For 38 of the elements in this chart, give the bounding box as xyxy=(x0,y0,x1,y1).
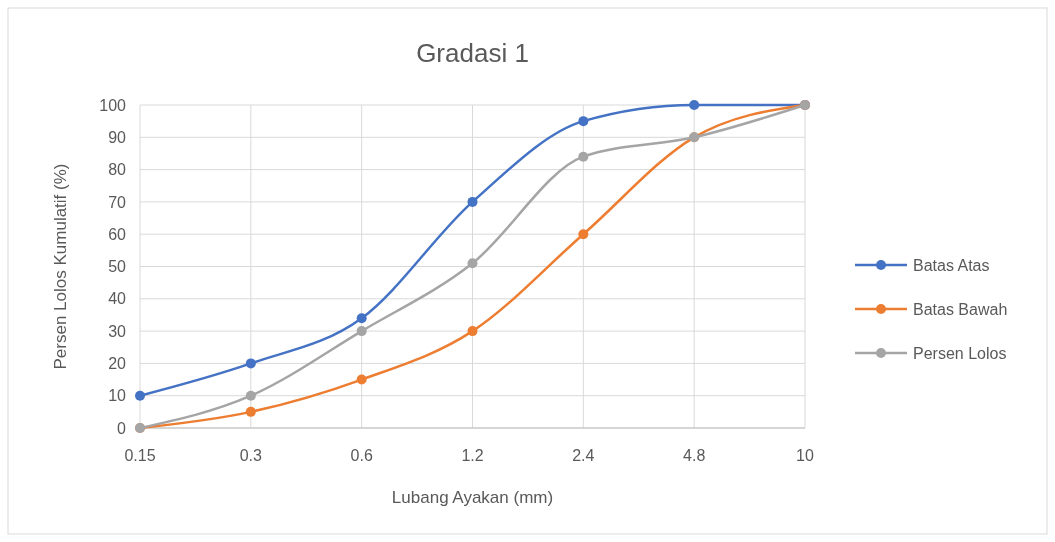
y-tick-label: 70 xyxy=(108,193,127,211)
x-axis-title: Lubang Ayakan (mm) xyxy=(391,488,554,507)
y-tick-label: 10 xyxy=(108,387,127,405)
y-tick-label: 100 xyxy=(99,96,127,114)
point xyxy=(467,196,478,207)
x-tick-label: 1.2 xyxy=(461,447,484,464)
x-tick-label: 0.3 xyxy=(239,447,263,464)
y-tick-label: 40 xyxy=(108,290,127,308)
point xyxy=(135,390,145,401)
legend-label: Batas Atas xyxy=(913,256,990,274)
legend-label: Persen Lolos xyxy=(913,344,1007,362)
x-tick-label: 10 xyxy=(796,447,814,464)
x-tick-label: 0.6 xyxy=(350,447,373,464)
point xyxy=(356,374,367,385)
point xyxy=(467,258,478,269)
chart-title: Gradasi 1 xyxy=(416,38,529,68)
point xyxy=(467,326,478,337)
legend-label: Batas Bawah xyxy=(913,300,1008,318)
y-tick-label: 60 xyxy=(108,225,127,243)
y-tick-label: 20 xyxy=(108,355,127,372)
point xyxy=(356,326,367,337)
y-tick-label: 50 xyxy=(108,258,127,276)
point xyxy=(245,406,256,417)
y-tick-label: 90 xyxy=(108,128,127,146)
point xyxy=(245,390,256,401)
point xyxy=(578,151,589,162)
point xyxy=(245,358,256,369)
y-tick-label: 30 xyxy=(108,322,127,340)
x-tick-label: 2.4 xyxy=(572,447,595,464)
y-axis-title: Persen Lolos Kumulatif (%) xyxy=(51,163,70,370)
y-tick-label: 0 xyxy=(117,419,127,437)
x-tick-label: 0.15 xyxy=(124,447,156,464)
point xyxy=(578,229,589,240)
point xyxy=(689,100,700,110)
point xyxy=(356,313,367,324)
point xyxy=(578,116,589,127)
y-tick-label: 80 xyxy=(108,161,127,179)
x-tick-label: 4.8 xyxy=(683,447,706,464)
